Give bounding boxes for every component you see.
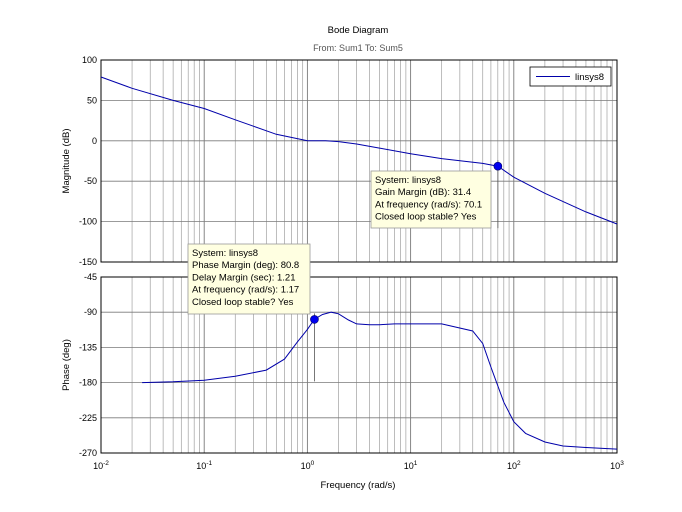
x-ticks: 10-2 10-1 100 101 102 103 [93, 460, 624, 471]
phase-grid [101, 277, 617, 453]
legend-box [529, 66, 612, 87]
magnitude-y-tick-label: -50 [84, 176, 97, 186]
legend[interactable]: linsys8 [529, 66, 612, 87]
magnitude-datatip-line: Gain Margin (dB): 31.4 [375, 187, 471, 198]
phase-y-tick-label: -45 [84, 272, 97, 282]
magnitude-panel: 100 50 0 -50 -100 -150 Magnitude (dB) [61, 55, 618, 267]
phase-y-ticks: -45 -90 -135 -180 -225 -270 [79, 272, 97, 458]
phase-datatip-line: Closed loop stable? Yes [192, 297, 294, 308]
phase-y-tick-label: -135 [79, 342, 97, 352]
magnitude-y-tick-label: 50 [87, 95, 97, 105]
magnitude-datatip-line: System: linsys8 [375, 175, 441, 186]
x-tick-label: 100 [301, 460, 315, 471]
x-tick-label: 10-2 [93, 460, 109, 471]
x-tick-label: 10-1 [196, 460, 212, 471]
x-tick-label: 101 [404, 460, 418, 471]
phase-datatip-line: System: linsys8 [192, 248, 258, 259]
magnitude-axes-frame [100, 59, 618, 263]
phase-y-tick-label: -270 [79, 448, 97, 458]
magnitude-y-ticks: 100 50 0 -50 -100 -150 [79, 55, 97, 267]
phase-datatip-marker [310, 315, 319, 324]
magnitude-y-tick-label: 0 [92, 136, 97, 146]
magnitude-series-line [100, 76, 618, 225]
phase-datatip-line: Delay Margin (sec): 1.21 [192, 272, 295, 283]
x-axis-label: Frequency (rad/s) [321, 480, 396, 491]
x-tick-label: 103 [610, 460, 624, 471]
magnitude-datatip-line: At frequency (rad/s): 70.1 [375, 199, 482, 210]
magnitude-y-tick-label: 100 [82, 55, 97, 65]
magnitude-grid [101, 60, 617, 262]
legend-entry: linsys8 [575, 72, 604, 83]
phase-datatip-line: Phase Margin (deg): 80.8 [192, 260, 299, 271]
phase-y-tick-label: -90 [84, 307, 97, 317]
phase-y-tick-label: -180 [79, 378, 97, 388]
magnitude-datatip-box [370, 170, 492, 229]
phase-datatip-box [187, 243, 311, 315]
phase-y-label: Phase (deg) [61, 339, 72, 391]
magnitude-y-label: Magnitude (dB) [61, 129, 72, 194]
magnitude-datatip-line: Closed loop stable? Yes [375, 212, 477, 223]
magnitude-y-tick-label: -100 [79, 217, 97, 227]
phase-axes-frame [100, 276, 618, 454]
phase-series-line [142, 311, 618, 450]
phase-panel: -45 -90 -135 -180 -225 -270 Phase (deg) [61, 272, 618, 458]
phase-y-tick-label: -225 [79, 413, 97, 423]
magnitude-y-tick-label: -150 [79, 257, 97, 267]
magnitude-datatip-marker [493, 161, 503, 171]
phase-datatip-line: At frequency (rad/s): 1.17 [192, 285, 299, 296]
chart-subtitle: From: Sum1 To: Sum5 [313, 43, 403, 53]
x-tick-label: 102 [507, 460, 521, 471]
chart-title: Bode Diagram [328, 25, 389, 36]
